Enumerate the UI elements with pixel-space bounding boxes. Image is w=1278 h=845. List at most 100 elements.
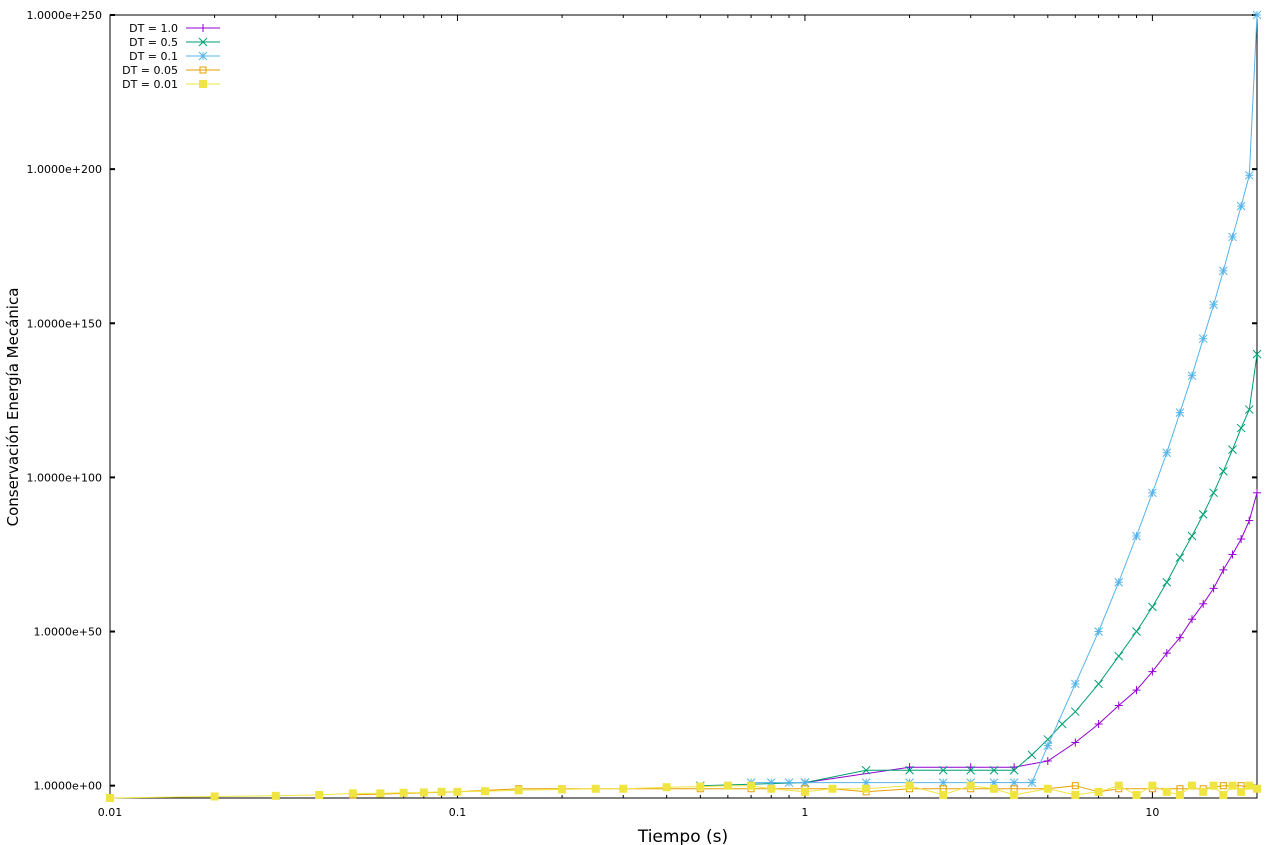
data-point	[376, 789, 385, 798]
data-point	[1162, 577, 1172, 587]
data-point	[1114, 651, 1124, 661]
legend-swatch-marker	[198, 51, 208, 61]
data-point	[800, 787, 809, 796]
data-point	[1070, 707, 1080, 717]
data-point	[1114, 577, 1124, 587]
data-point	[1162, 448, 1172, 458]
data-point	[1043, 735, 1053, 744]
data-point	[1218, 466, 1228, 476]
series-2	[746, 10, 1262, 787]
data-point	[1010, 790, 1019, 799]
data-point	[514, 786, 523, 795]
data-point	[1027, 778, 1037, 787]
data-point	[591, 784, 600, 793]
data-point	[348, 789, 357, 798]
data-point	[1209, 488, 1218, 498]
data-point	[862, 784, 871, 793]
series-line	[751, 14, 1258, 784]
data-point	[1175, 790, 1184, 799]
y-tick-label: 1.0000e+100	[27, 471, 102, 484]
data-point	[662, 783, 671, 792]
data-point	[1187, 531, 1197, 541]
data-point	[271, 791, 280, 800]
data-point	[1187, 371, 1197, 381]
legend-swatch-marker	[199, 24, 207, 32]
data-point	[1187, 781, 1196, 790]
data-point	[1237, 787, 1246, 796]
data-point	[480, 787, 489, 796]
data-point	[1094, 627, 1103, 636]
data-point	[315, 790, 324, 799]
series-layer	[106, 10, 1262, 802]
data-point	[1175, 553, 1185, 562]
data-point	[828, 784, 837, 793]
data-point	[106, 794, 114, 802]
data-point	[1253, 488, 1261, 497]
data-point	[767, 784, 776, 793]
series-4	[106, 781, 1261, 802]
data-point	[1094, 720, 1103, 729]
y-tick-label: 1.0000e+50	[34, 626, 102, 639]
data-point	[1071, 782, 1079, 790]
legend-label: DT = 0.5	[129, 36, 178, 49]
data-point	[966, 765, 976, 775]
data-point	[1162, 787, 1171, 796]
data-point	[784, 778, 794, 787]
data-point	[1228, 445, 1237, 455]
y-tick-label: 1.0000e+150	[27, 317, 102, 330]
x-tick-label: 0.01	[98, 806, 123, 819]
data-point	[1027, 750, 1037, 760]
data-point	[1245, 781, 1254, 790]
data-point	[696, 782, 705, 791]
y-tick-label: 1.0000e+00	[34, 780, 102, 793]
y-tick-label: 1.0000e+200	[27, 163, 102, 176]
x-tick-label: 10	[1145, 806, 1159, 819]
axis-ticks: 0.01 0.1 1 10 1.0000e+00 1.0000e+50 1.0000e+10…	[27, 9, 1258, 819]
data-point	[747, 781, 756, 790]
data-point	[1209, 584, 1218, 593]
data-point	[1057, 719, 1067, 729]
data-point	[210, 792, 219, 801]
legend-swatch-marker	[199, 66, 207, 74]
data-point	[453, 787, 462, 796]
legend-label: DT = 1.0	[129, 22, 178, 35]
data-point	[1043, 784, 1052, 793]
data-point	[1198, 510, 1208, 519]
data-point	[938, 765, 948, 775]
data-point	[939, 790, 948, 799]
y-tick-label: 1.0000e+250	[27, 9, 102, 22]
data-point	[399, 788, 408, 797]
plot-frame	[109, 14, 1258, 799]
data-point	[905, 781, 914, 790]
data-point	[1071, 738, 1080, 747]
data-point	[1132, 531, 1141, 541]
data-point	[1009, 765, 1019, 775]
data-point	[1070, 679, 1080, 689]
data-point	[1228, 550, 1237, 559]
data-point	[1094, 787, 1103, 796]
legend-swatch-marker	[199, 80, 207, 88]
data-point	[1209, 781, 1218, 790]
data-point	[1175, 408, 1185, 418]
data-point	[1252, 349, 1262, 359]
data-point	[1236, 201, 1246, 211]
data-point	[1237, 535, 1246, 544]
data-point	[1162, 649, 1171, 658]
series-line	[109, 785, 1258, 799]
data-point	[861, 765, 871, 775]
data-point	[1245, 516, 1254, 525]
data-point	[1244, 170, 1254, 180]
data-point	[1187, 615, 1196, 624]
series-1	[695, 349, 1262, 791]
legend-label: DT = 0.05	[122, 64, 178, 77]
data-point	[1148, 667, 1157, 676]
data-point	[1228, 232, 1237, 242]
data-point	[1071, 790, 1080, 799]
data-point	[1114, 781, 1123, 790]
data-point	[419, 788, 428, 797]
series-0	[800, 488, 1261, 787]
data-point	[1148, 602, 1157, 612]
x-axis-title: Tiempo (s)	[637, 827, 728, 845]
